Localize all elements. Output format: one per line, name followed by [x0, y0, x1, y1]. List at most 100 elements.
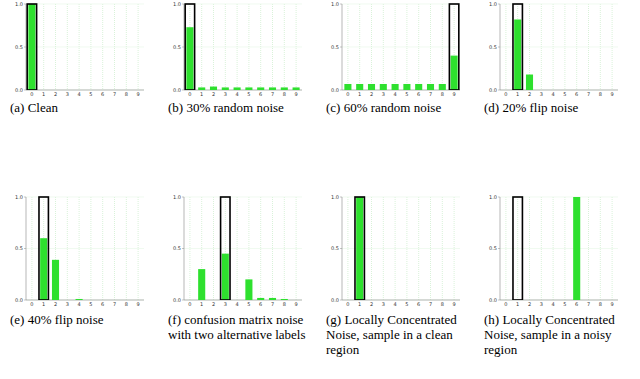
x-tick-label: 9 — [295, 91, 298, 97]
x-tick-label: 6 — [101, 91, 104, 97]
caption: (d) 20% flip noise — [484, 100, 634, 115]
bar — [123, 90, 130, 91]
x-tick-label: 2 — [212, 91, 215, 97]
y-tick-label: 0.0 — [489, 297, 497, 303]
y-tick-label: 0.0 — [331, 87, 339, 93]
x-tick-label: 2 — [212, 301, 215, 307]
bar — [368, 84, 375, 90]
y-tick — [498, 300, 500, 301]
bar — [99, 300, 106, 301]
caption: (g) Locally Concentrated Noise, sample i… — [326, 312, 476, 357]
outline-bar — [449, 4, 458, 90]
bar — [111, 300, 118, 301]
bar — [76, 90, 83, 91]
panel: 0.00.51.00123456789 — [15, 1, 144, 97]
bar — [597, 90, 604, 91]
x-tick-label: 8 — [599, 91, 602, 97]
caption-box: (f) confusion matrix noise with two alte… — [168, 312, 318, 378]
bar — [198, 87, 205, 90]
x-tick-label: 9 — [137, 91, 140, 97]
bar — [28, 300, 35, 301]
grid-line — [342, 47, 460, 48]
y-tick-label: 1.0 — [15, 1, 23, 7]
y-tick — [182, 4, 184, 5]
x-tick-label: 5 — [89, 91, 92, 97]
x-tick-label: 4 — [394, 301, 397, 307]
x-tick-label: 2 — [54, 301, 57, 307]
bar — [526, 75, 533, 90]
figure-svg: 0.00.51.00123456789(a) Clean0.00.51.0012… — [0, 0, 640, 379]
bar — [281, 299, 288, 300]
x-tick-label: 4 — [236, 301, 239, 307]
x-tick-label: 2 — [370, 301, 373, 307]
bar — [76, 299, 83, 300]
x-tick-label: 1 — [200, 91, 203, 97]
y-tick-label: 0.0 — [15, 87, 23, 93]
bar — [573, 197, 580, 300]
y-tick — [340, 90, 342, 91]
y-tick-label: 0.5 — [331, 44, 339, 50]
bar — [40, 90, 47, 91]
x-tick-label: 1 — [200, 301, 203, 307]
y-tick-label: 0.5 — [173, 44, 181, 50]
bar — [344, 84, 351, 90]
bar — [609, 300, 616, 301]
grid-line — [184, 197, 302, 198]
bar — [609, 90, 616, 91]
grid-line — [26, 47, 144, 48]
x-tick-label: 3 — [540, 301, 543, 307]
bar — [514, 19, 521, 90]
x-tick-label: 7 — [587, 301, 590, 307]
y-tick — [340, 4, 342, 5]
caption-box: (d) 20% flip noise — [484, 100, 634, 166]
x-tick-label: 5 — [247, 301, 250, 307]
grid-line — [342, 4, 460, 5]
x-tick-label: 3 — [540, 91, 543, 97]
y-tick-label: 1.0 — [331, 1, 339, 7]
bar — [281, 87, 288, 90]
outline-bar — [513, 4, 522, 90]
bar — [269, 87, 276, 90]
caption: (e) 40% flip noise — [10, 312, 160, 327]
panel: 0.00.51.00123456789 — [15, 194, 144, 307]
bar — [550, 300, 557, 301]
x-tick-label: 9 — [295, 301, 298, 307]
y-tick-label: 1.0 — [489, 1, 497, 7]
caption: (a) Clean — [10, 100, 160, 115]
x-tick-label: 6 — [575, 91, 578, 97]
x-tick-label: 0 — [504, 301, 507, 307]
y-tick — [24, 4, 26, 5]
panel: 0.00.51.00123456789 — [173, 194, 302, 307]
x-tick-label: 2 — [370, 91, 373, 97]
bar — [64, 300, 71, 301]
x-tick-label: 8 — [283, 301, 286, 307]
bar — [257, 298, 264, 300]
x-tick-label: 9 — [453, 301, 456, 307]
y-tick — [24, 90, 26, 91]
bar — [269, 298, 276, 300]
bar — [186, 300, 193, 301]
grid-line — [26, 4, 144, 5]
x-tick-label: 2 — [528, 301, 531, 307]
panel: 0.00.51.00123456789 — [173, 1, 302, 97]
bar — [427, 84, 434, 90]
x-tick-label: 0 — [346, 91, 349, 97]
outline-bar — [27, 4, 36, 90]
bar — [439, 300, 446, 301]
y-tick — [24, 300, 26, 301]
x-tick-label: 4 — [552, 301, 555, 307]
y-tick — [340, 197, 342, 198]
y-tick-label: 0.5 — [173, 245, 181, 251]
outline-bar — [221, 197, 230, 300]
x-tick-label: 7 — [271, 91, 274, 97]
x-tick-label: 5 — [563, 301, 566, 307]
marks — [27, 4, 36, 90]
y-tick — [498, 4, 500, 5]
bar — [123, 300, 130, 301]
x-tick-label: 9 — [453, 91, 456, 97]
y-tick-label: 0.5 — [15, 44, 23, 50]
x-tick-label: 0 — [30, 301, 33, 307]
x-tick-label: 6 — [417, 91, 420, 97]
x-tick-label: 0 — [188, 91, 191, 97]
marks — [344, 4, 458, 90]
